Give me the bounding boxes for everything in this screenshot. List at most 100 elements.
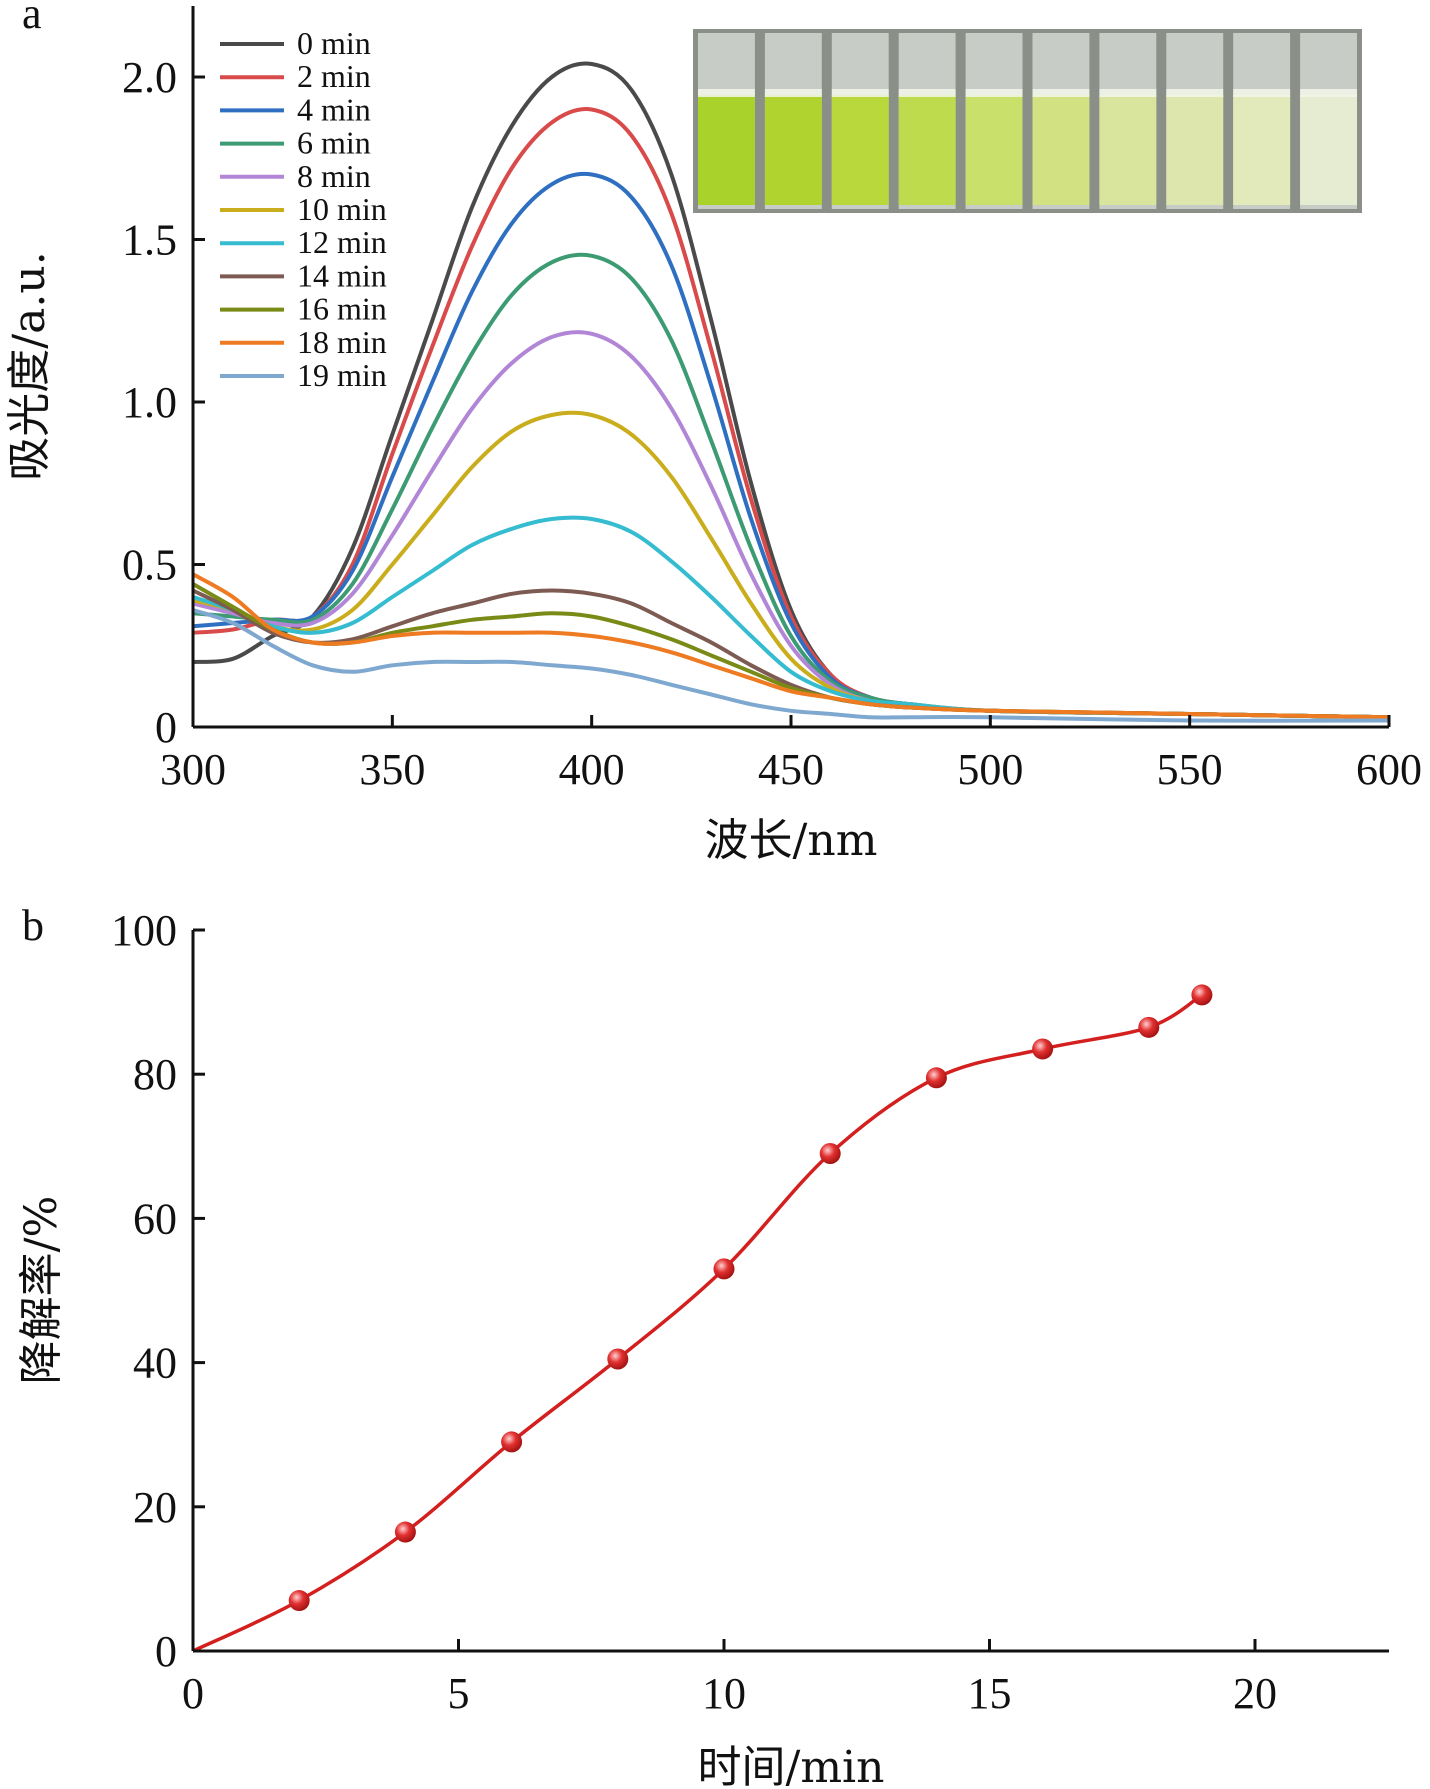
- data-point: [607, 1348, 629, 1370]
- cuvette-meniscus: [1300, 89, 1357, 97]
- cuvette-liquid: [1166, 95, 1224, 205]
- cuvette: [1166, 33, 1224, 209]
- cuvette-liquid: [1233, 95, 1291, 205]
- panel-a-x-axis-title: 波长/nm: [705, 815, 878, 866]
- cuvette: [1099, 33, 1157, 209]
- panel-a-letter: a: [22, 0, 42, 38]
- x-tick-label: 300: [160, 745, 226, 794]
- data-point: [288, 1590, 310, 1612]
- panel-b-degradation-chart: b 0 5 10 15 20 0 20 40 60 80 100 时间/min 降解率/%: [16, 901, 1389, 1789]
- legend-label: 14 min: [297, 257, 387, 293]
- legend-label: 6 min: [297, 125, 371, 161]
- panel-b-series-line: [192, 993, 1203, 1653]
- cuvette: [965, 33, 1023, 209]
- data-point: [394, 1521, 416, 1543]
- panel-b-y-axis-title: 降解率/%: [16, 1196, 67, 1385]
- data-point: [1138, 1016, 1160, 1038]
- cuvette-meniscus: [1166, 89, 1224, 97]
- legend-label: 16 min: [297, 291, 387, 327]
- legend-entry: 12 min: [220, 224, 387, 260]
- legend-entry: 8 min: [220, 158, 371, 194]
- legend-label: 19 min: [297, 357, 387, 393]
- data-point: [1191, 984, 1213, 1006]
- panel-b-y-ticks: 0 20 40 60 80 100: [111, 906, 205, 1676]
- cuvette: [898, 33, 956, 209]
- panel-b-x-axis-title: 时间/min: [698, 1742, 885, 1789]
- x-tick-label: 20: [1233, 1669, 1277, 1718]
- y-tick-label: 60: [133, 1194, 177, 1243]
- cuvette-meniscus: [965, 89, 1023, 97]
- legend-entry: 2 min: [220, 58, 371, 94]
- y-tick-label: 2.0: [122, 53, 177, 102]
- cuvette-meniscus: [764, 89, 822, 97]
- y-tick-label: 0.5: [122, 541, 177, 590]
- data-point: [925, 1067, 947, 1089]
- cuvette: [1300, 33, 1357, 209]
- cuvette-photo-inset: [693, 29, 1362, 213]
- legend-label: 12 min: [297, 224, 387, 260]
- series-line-19-min: [192, 608, 1390, 723]
- y-tick-label: 1.5: [122, 216, 177, 265]
- y-tick-label: 40: [133, 1339, 177, 1388]
- cuvette-liquid: [1300, 95, 1357, 205]
- legend-label: 2 min: [297, 58, 371, 94]
- x-tick-label: 400: [559, 745, 625, 794]
- y-tick-label: 20: [133, 1483, 177, 1532]
- cuvette-meniscus: [1032, 89, 1090, 97]
- cuvette-liquid: [965, 95, 1023, 205]
- x-tick-label: 500: [957, 745, 1023, 794]
- panel-b-letter: b: [22, 901, 44, 950]
- legend-entry: 4 min: [220, 91, 371, 127]
- series-line-16-min: [192, 582, 1390, 720]
- cuvette: [831, 33, 889, 209]
- legend-entry: 16 min: [220, 291, 387, 327]
- legend-label: 0 min: [297, 25, 371, 61]
- degradation-line: [192, 993, 1203, 1653]
- legend-label: 8 min: [297, 158, 371, 194]
- cuvette-meniscus: [698, 89, 755, 97]
- cuvette-liquid: [1032, 95, 1090, 205]
- y-tick-label: 1.0: [122, 378, 177, 427]
- cuvette: [698, 33, 755, 209]
- cuvette: [1032, 33, 1090, 209]
- legend-entry: 18 min: [220, 324, 387, 360]
- x-tick-label: 450: [758, 745, 824, 794]
- cuvette: [1233, 33, 1291, 209]
- legend-label: 10 min: [297, 191, 387, 227]
- x-tick-label: 350: [359, 745, 425, 794]
- panel-a-series-lines: [192, 61, 1390, 723]
- panel-b-x-ticks: 0 5 10 15 20: [182, 1639, 1277, 1718]
- legend-label: 4 min: [297, 91, 371, 127]
- y-tick-label: 80: [133, 1050, 177, 1099]
- data-point: [1032, 1038, 1054, 1060]
- legend-entry: 10 min: [220, 191, 387, 227]
- cuvette-liquid: [698, 95, 755, 205]
- y-tick-label: 0: [155, 703, 177, 752]
- x-tick-label: 10: [702, 1669, 746, 1718]
- panel-a-y-ticks: 0 0.5 1.0 1.5 2.0: [122, 53, 205, 752]
- series-line-18-min: [192, 572, 1390, 720]
- panel-a-x-ticks: 300 350 400 450 500 550 600: [160, 715, 1422, 794]
- y-tick-label: 100: [111, 906, 177, 955]
- legend-label: 18 min: [297, 324, 387, 360]
- data-point: [501, 1431, 523, 1453]
- cuvette-liquid: [898, 95, 956, 205]
- y-tick-label: 0: [155, 1627, 177, 1676]
- panel-b-points: [288, 984, 1213, 1612]
- data-point: [713, 1258, 735, 1280]
- cuvette-meniscus: [1233, 89, 1291, 97]
- cuvette-meniscus: [898, 89, 956, 97]
- legend-entry: 14 min: [220, 257, 387, 293]
- panel-a-spectra-chart: a 300 350 400 450 500 550 600 0 0.5 1.0 1.5 2.0 0 …: [4, 0, 1422, 866]
- cuvette-liquid: [764, 95, 822, 205]
- x-tick-label: 550: [1157, 745, 1223, 794]
- cuvette: [764, 33, 822, 209]
- cuvette-liquid: [831, 95, 889, 205]
- legend-entry: 0 min: [220, 25, 371, 61]
- data-point: [819, 1143, 841, 1165]
- x-tick-label: 0: [182, 1669, 204, 1718]
- x-tick-label: 5: [448, 1669, 470, 1718]
- legend-entry: 6 min: [220, 125, 371, 161]
